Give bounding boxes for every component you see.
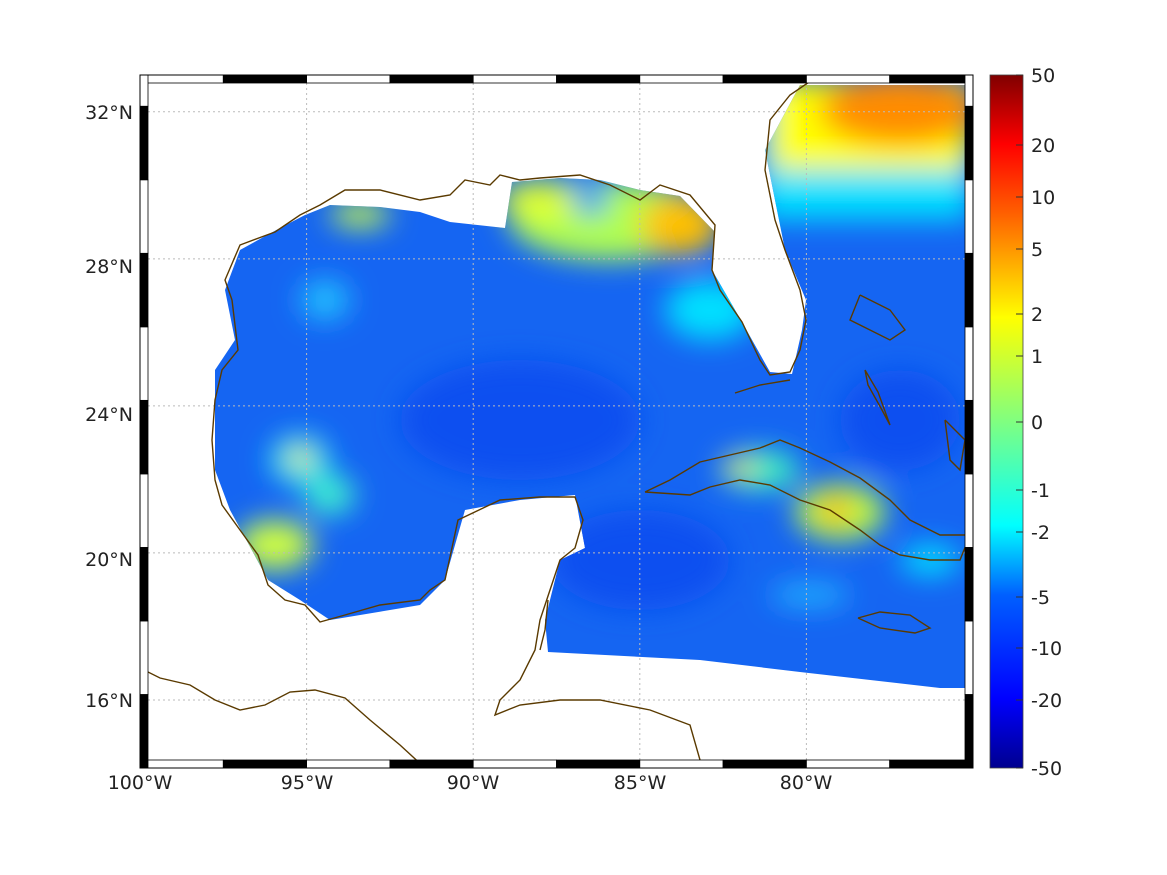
frame-segment xyxy=(639,74,724,84)
frame-segment xyxy=(722,74,807,84)
colorbar-label: 0 xyxy=(1031,412,1043,434)
lat-labels: 32°N 28°N 24°N 20°N 16°N xyxy=(85,102,133,712)
frame-segment xyxy=(139,252,149,328)
colorbar-label: -10 xyxy=(1031,638,1062,660)
frame-segment xyxy=(389,74,474,84)
grid-lines xyxy=(139,83,965,760)
frame-segment xyxy=(964,473,974,548)
map-frame xyxy=(139,74,974,769)
coastline-bahamas xyxy=(849,294,907,341)
colorbar-label: 5 xyxy=(1031,239,1043,261)
data-field xyxy=(215,85,965,688)
frame-segment xyxy=(964,105,974,181)
lat-label: 28°N xyxy=(85,256,133,278)
lat-label: 24°N xyxy=(85,404,133,426)
frame-segment xyxy=(639,759,724,769)
frame-segment xyxy=(964,399,974,475)
frame-segment xyxy=(964,620,974,695)
frame-segment xyxy=(472,759,557,769)
frame-segment xyxy=(306,74,391,84)
frame-segment xyxy=(889,759,974,769)
frame-segment xyxy=(139,694,149,769)
colorbar-ticks xyxy=(1016,74,1023,769)
frame-segment xyxy=(964,547,974,622)
coastlines xyxy=(148,83,965,760)
coastline-bahamas-2 xyxy=(864,369,891,426)
frame-segment xyxy=(806,759,891,769)
frame-segment xyxy=(139,620,149,695)
frame-segment xyxy=(222,74,308,84)
frame-segment xyxy=(139,473,149,548)
frame-segment xyxy=(722,759,807,769)
frame-segment xyxy=(806,74,891,84)
lat-label: 20°N xyxy=(85,549,133,571)
frame-segment xyxy=(964,326,974,401)
colorbar-label: 20 xyxy=(1031,135,1055,157)
coastline-cuba xyxy=(644,439,965,561)
frame-segment xyxy=(472,74,557,84)
frame-segment xyxy=(964,179,974,254)
frame-segment xyxy=(222,759,308,769)
frame-segment xyxy=(556,759,641,769)
frame-segment xyxy=(964,694,974,769)
frame-segment xyxy=(139,74,224,84)
coastline-yucatan-east xyxy=(539,599,549,651)
frame-segment xyxy=(139,547,149,622)
frame-segment xyxy=(389,759,474,769)
frame-segment xyxy=(139,179,149,254)
frame-segment xyxy=(139,105,149,181)
colorbar-label: 1 xyxy=(1031,346,1043,368)
colorbar-label: 10 xyxy=(1031,187,1055,209)
lon-label: 95°W xyxy=(281,772,334,794)
colorbar-label: -1 xyxy=(1031,480,1050,502)
colorbar-label: 50 xyxy=(1031,65,1055,87)
colorbar-label: -50 xyxy=(1031,758,1062,780)
coastline-mexico xyxy=(211,299,701,760)
colorbar-labels: 50 20 10 5 2 1 0 -1 -2 -5 -10 -20 -50 xyxy=(1031,65,1062,780)
frame-segment xyxy=(556,74,641,84)
coastline-jamaica xyxy=(857,611,932,634)
lon-label: 85°W xyxy=(614,772,667,794)
coastline-us-gulf xyxy=(224,83,809,376)
lat-label: 32°N xyxy=(85,102,133,124)
coastline-hispaniola xyxy=(944,419,965,472)
frame-segment xyxy=(889,74,974,84)
frame-segment xyxy=(139,759,224,769)
colorbar-label: -2 xyxy=(1031,522,1050,544)
colorbar-label: -5 xyxy=(1031,587,1050,609)
lon-label: 80°W xyxy=(780,772,833,794)
frame-segment xyxy=(139,399,149,475)
lon-labels: 100°W 95°W 90°W 85°W 80°W xyxy=(108,772,833,794)
frame-segment xyxy=(139,326,149,401)
lon-label: 100°W xyxy=(108,772,173,794)
frame-segment xyxy=(964,252,974,328)
coastline-keys xyxy=(734,379,791,394)
frame-segment xyxy=(139,74,149,107)
coastline-pacific-mexico xyxy=(148,671,418,760)
colorbar-label: 2 xyxy=(1031,304,1043,326)
frame-segment xyxy=(964,74,974,107)
frame-segment xyxy=(306,759,391,769)
colorbar-label: -20 xyxy=(1031,690,1062,712)
frame-border xyxy=(139,74,974,769)
lon-label: 90°W xyxy=(447,772,500,794)
lat-label: 16°N xyxy=(85,690,133,712)
